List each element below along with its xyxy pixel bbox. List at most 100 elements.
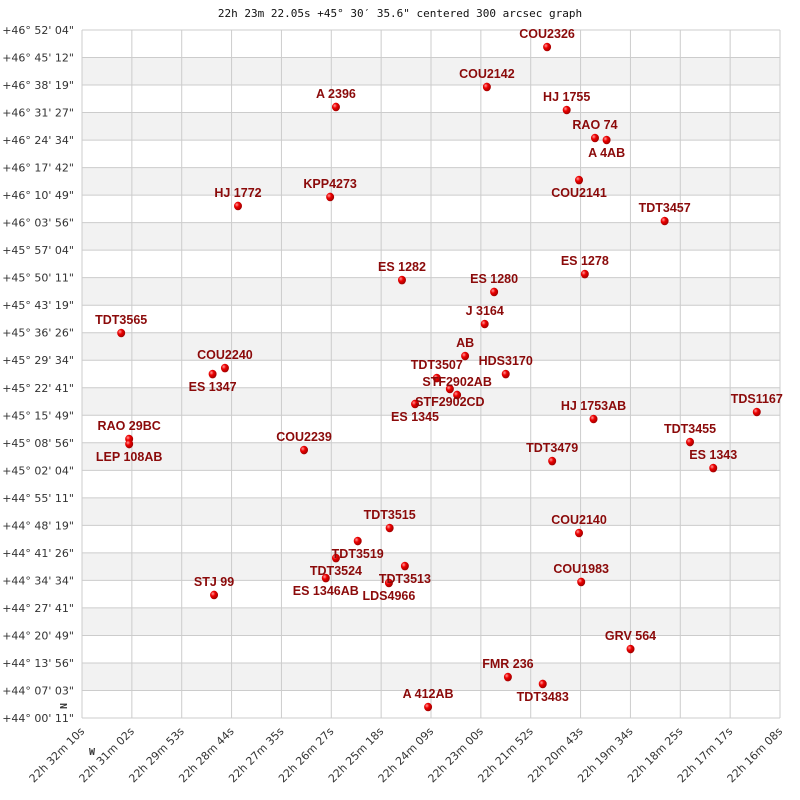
star-point[interactable]: [626, 644, 635, 654]
star-point[interactable]: [577, 577, 586, 587]
star-point[interactable]: [602, 135, 611, 145]
star-label: STF2902CD: [415, 395, 484, 409]
star-point[interactable]: [480, 319, 489, 329]
star-point[interactable]: [400, 561, 409, 571]
star-label: LEP 108AB: [96, 450, 162, 464]
star-point[interactable]: [590, 133, 599, 143]
star-label: KPP4273: [303, 177, 357, 191]
y-tick-label: +46° 17' 42": [2, 162, 74, 175]
y-tick-label: +45° 22' 41": [2, 382, 74, 395]
star-point[interactable]: [709, 463, 718, 473]
star-point[interactable]: [300, 445, 309, 455]
star-label: ES 1347: [189, 380, 237, 394]
star-point[interactable]: [660, 216, 669, 226]
star-label: ES 1282: [378, 260, 426, 274]
star-point[interactable]: [445, 384, 454, 394]
labels-layer: COU2326 COU2142 A 2396 HJ 1755 RAO 74 A 4AB CO…: [95, 27, 783, 704]
star-point[interactable]: [575, 175, 584, 185]
star-point[interactable]: [580, 269, 589, 279]
y-tick-label: +46° 38' 19": [2, 79, 74, 92]
compass-west: W: [89, 747, 96, 758]
star-point[interactable]: [384, 578, 393, 588]
star-point[interactable]: [220, 363, 229, 373]
y-tick-label: +44° 55' 11": [2, 492, 74, 505]
star-label: TDT3455: [664, 422, 716, 436]
star-label: AB: [456, 336, 474, 350]
star-point[interactable]: [210, 590, 219, 600]
star-label: TDT3513: [379, 572, 431, 586]
star-point[interactable]: [589, 414, 598, 424]
star-point[interactable]: [424, 702, 433, 712]
star-label: STF2902AB: [422, 375, 491, 389]
star-point[interactable]: [331, 102, 340, 112]
star-label: TDS1167: [731, 392, 783, 406]
star-label: GRV 564: [605, 629, 656, 643]
star-label: COU2240: [197, 348, 253, 362]
star-point[interactable]: [461, 351, 470, 361]
y-tick-label: +46° 03' 56": [2, 217, 74, 230]
star-point[interactable]: [397, 275, 406, 285]
star-label: COU2141: [551, 186, 607, 200]
star-point[interactable]: [548, 456, 557, 466]
star-point[interactable]: [453, 390, 462, 400]
star-point[interactable]: [208, 369, 217, 379]
star-label: COU2326: [519, 27, 575, 41]
y-tick-label: +45° 15' 49": [2, 409, 74, 422]
y-tick-label: +45° 08' 56": [2, 437, 74, 450]
chart-title: 22h 23m 22.05s +45° 30′ 35.6" centered 3…: [218, 7, 582, 20]
star-point[interactable]: [321, 573, 330, 583]
y-tick-label: +46° 52' 04": [2, 24, 74, 37]
star-label: ES 1346AB: [293, 584, 359, 598]
y-tick-label: +44° 20' 49": [2, 629, 74, 642]
star-point[interactable]: [331, 553, 340, 563]
compass-north: N: [57, 703, 68, 709]
star-point[interactable]: [752, 407, 761, 417]
star-label: A 412AB: [403, 687, 454, 701]
star-point[interactable]: [233, 201, 242, 211]
star-point[interactable]: [503, 672, 512, 682]
star-point[interactable]: [411, 399, 420, 409]
star-label: RAO 29BC: [98, 419, 161, 433]
star-label: ES 1343: [689, 448, 737, 462]
star-label: TDT3457: [639, 201, 691, 215]
points-layer: [117, 42, 761, 712]
star-label: TDT3483: [517, 690, 569, 704]
star-label: ES 1278: [561, 254, 609, 268]
star-label: HDS3170: [479, 354, 533, 368]
y-tick-label: +46° 10' 49": [2, 189, 74, 202]
star-point[interactable]: [575, 528, 584, 538]
star-point[interactable]: [117, 328, 126, 338]
star-point[interactable]: [501, 369, 510, 379]
star-point[interactable]: [543, 42, 552, 52]
y-tick-label: +44° 00' 11": [2, 712, 74, 725]
y-tick-label: +44° 07' 03": [2, 684, 74, 697]
star-point[interactable]: [326, 192, 335, 202]
star-point[interactable]: [490, 287, 499, 297]
star-point[interactable]: [538, 679, 547, 689]
y-tick-label: +44° 34' 34": [2, 574, 74, 587]
grid-lines: [81, 29, 781, 719]
star-label: TDT3515: [364, 508, 416, 522]
y-tick-label: +46° 31' 27": [2, 107, 74, 120]
star-point[interactable]: [562, 105, 571, 115]
star-point[interactable]: [482, 82, 491, 92]
star-point[interactable]: [686, 437, 695, 447]
y-tick-label: +44° 41' 26": [2, 547, 74, 560]
star-label: COU2140: [551, 513, 607, 527]
star-point[interactable]: [125, 439, 134, 449]
star-label: TDT3479: [526, 441, 578, 455]
star-label: J 3164: [466, 304, 504, 318]
star-label: ES 1345: [391, 410, 439, 424]
star-label: STJ 99: [194, 575, 234, 589]
y-tick-label: +45° 50' 11": [2, 272, 74, 285]
star-point[interactable]: [353, 536, 362, 546]
star-label: HJ 1753AB: [561, 399, 626, 413]
star-label: FMR 236: [482, 657, 533, 671]
y-axis-ticks: +46° 52' 04" +46° 45' 12" +46° 38' 19" +46°…: [2, 24, 74, 725]
star-point[interactable]: [385, 523, 394, 533]
star-label: HJ 1772: [214, 186, 261, 200]
star-label: TDT3519: [332, 547, 384, 561]
star-point[interactable]: [432, 373, 441, 383]
y-tick-label: +45° 02' 04": [2, 464, 74, 477]
star-label: TDT3565: [95, 313, 147, 327]
